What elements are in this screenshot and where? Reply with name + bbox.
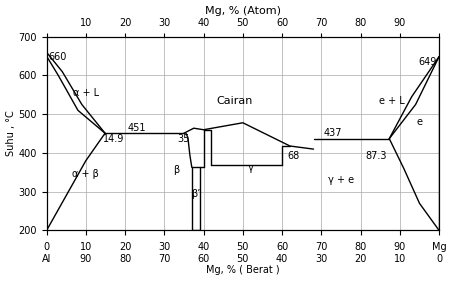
Text: 40: 40 xyxy=(197,242,209,251)
Text: 30: 30 xyxy=(158,242,170,251)
Text: 87.3: 87.3 xyxy=(365,151,386,161)
Text: 20: 20 xyxy=(119,242,131,251)
Text: 50: 50 xyxy=(236,242,249,251)
Text: e: e xyxy=(415,117,422,127)
Text: Cairan: Cairan xyxy=(216,96,253,106)
Text: 0: 0 xyxy=(435,254,441,264)
X-axis label: Mg, % (Atom): Mg, % (Atom) xyxy=(204,6,280,16)
Y-axis label: Suhu , °C: Suhu , °C xyxy=(5,111,15,157)
Text: 35: 35 xyxy=(177,134,190,144)
Text: Al: Al xyxy=(42,254,51,264)
Text: 90: 90 xyxy=(393,242,405,251)
Text: 90: 90 xyxy=(79,254,92,264)
Text: 451: 451 xyxy=(127,123,146,133)
Text: 50: 50 xyxy=(236,254,249,264)
Text: 60: 60 xyxy=(197,254,209,264)
Text: γ + e: γ + e xyxy=(327,175,353,185)
Text: 70: 70 xyxy=(158,254,170,264)
Text: α + β: α + β xyxy=(72,169,99,179)
Text: e + L: e + L xyxy=(378,96,404,106)
Text: 649: 649 xyxy=(418,56,436,67)
Text: γ: γ xyxy=(247,164,253,173)
Text: 437: 437 xyxy=(323,128,341,138)
Text: 70: 70 xyxy=(314,242,327,251)
Text: 80: 80 xyxy=(354,242,366,251)
Text: β’: β’ xyxy=(191,189,200,199)
Text: 80: 80 xyxy=(119,254,131,264)
Text: α + L: α + L xyxy=(73,88,99,98)
Text: 10: 10 xyxy=(393,254,405,264)
Text: 40: 40 xyxy=(276,254,288,264)
Text: 60: 60 xyxy=(276,242,288,251)
Text: 14.9: 14.9 xyxy=(102,134,124,144)
Text: 68: 68 xyxy=(287,151,299,161)
Text: 20: 20 xyxy=(354,254,366,264)
Text: Mg, % ( Berat ): Mg, % ( Berat ) xyxy=(206,265,279,275)
Text: 30: 30 xyxy=(314,254,327,264)
Text: 0: 0 xyxy=(43,242,50,251)
Text: 660: 660 xyxy=(48,52,67,62)
Text: 10: 10 xyxy=(79,242,92,251)
Text: Mg: Mg xyxy=(431,242,446,251)
Text: β: β xyxy=(173,165,179,175)
